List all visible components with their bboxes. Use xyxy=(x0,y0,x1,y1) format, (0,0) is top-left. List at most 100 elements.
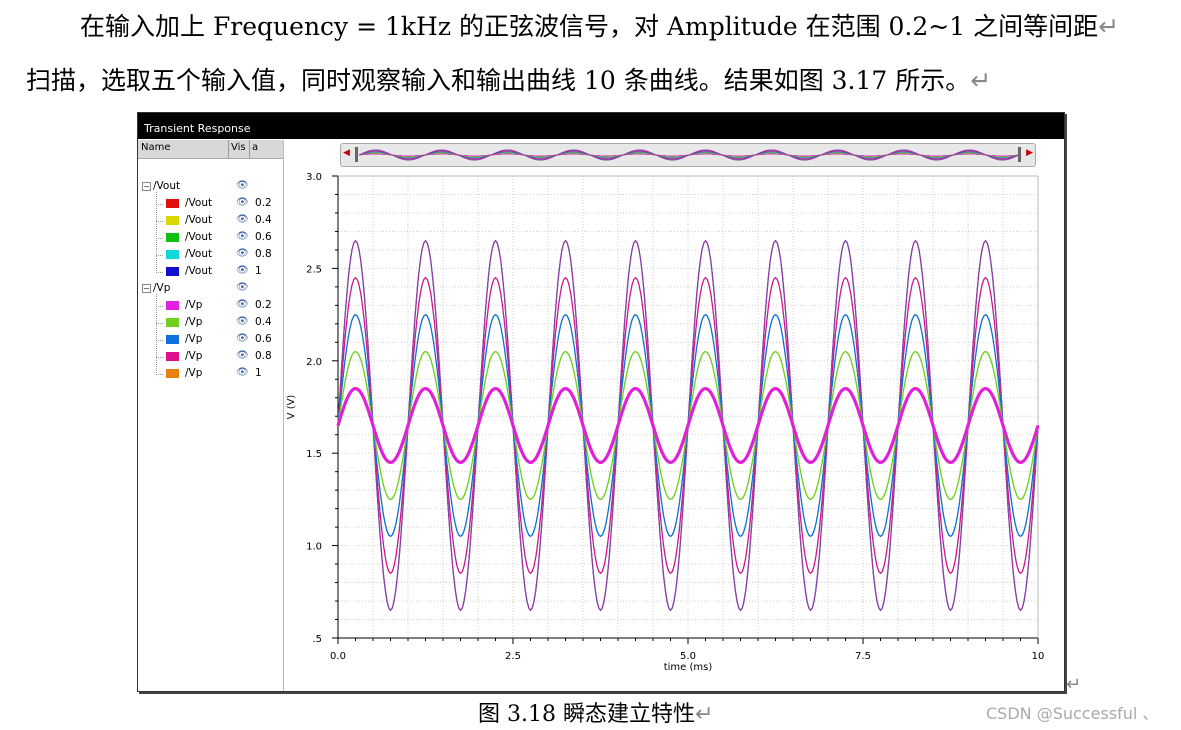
overview-scrollbar[interactable]: ◀ ▶ xyxy=(340,143,1036,167)
signal-label: /Vout xyxy=(185,214,213,226)
amplitude-value: 0.4 xyxy=(255,214,272,226)
signal-row[interactable]: /Vout 👁 0.2 xyxy=(138,196,283,213)
amplitude-value: 0.4 xyxy=(255,316,272,328)
overview-waveform xyxy=(359,149,1019,161)
tree-connector xyxy=(156,294,157,375)
scroll-left-arrow-icon[interactable]: ◀ xyxy=(343,148,350,158)
amplitude-value: 1 xyxy=(255,367,262,379)
signal-group-label: /Vp xyxy=(153,282,171,294)
visibility-eye-icon[interactable]: 👁 xyxy=(236,350,249,361)
color-swatch[interactable] xyxy=(166,318,179,327)
paragraph-line-1: 在输入加上 Frequency = 1kHz 的正弦波信号，对 Amplitud… xyxy=(80,12,1120,41)
signal-group-vp[interactable]: −/Vp 👁 xyxy=(138,281,283,298)
signal-label: /Vout xyxy=(185,231,213,243)
scroll-handle-left[interactable] xyxy=(355,147,358,162)
signal-row[interactable]: /Vp 👁 0.4 xyxy=(138,315,283,332)
signal-row[interactable]: /Vp 👁 1 xyxy=(138,366,283,383)
window-title: Transient Response xyxy=(138,113,1064,139)
signal-row[interactable]: /Vp 👁 0.6 xyxy=(138,332,283,349)
x-tick-label: 7.5 xyxy=(855,651,871,662)
visibility-eye-icon[interactable]: 👁 xyxy=(236,248,249,259)
visibility-eye-icon[interactable]: 👁 xyxy=(236,214,249,225)
collapse-icon[interactable]: − xyxy=(142,182,151,191)
visibility-eye-icon[interactable]: 👁 xyxy=(236,197,249,208)
tree-connector xyxy=(156,323,163,324)
return-mark: ↵ xyxy=(1098,12,1120,41)
amplitude-value: 0.6 xyxy=(255,231,272,243)
panel-header: Name Vis a xyxy=(138,140,283,159)
amplitude-value: 0.8 xyxy=(255,248,272,260)
tree-connector xyxy=(156,272,163,273)
column-vis-header[interactable]: Vis xyxy=(231,142,246,153)
y-tick-label: 1.5 xyxy=(306,449,322,460)
signal-label: /Vp xyxy=(185,333,203,345)
y-axis-label: V (V) xyxy=(286,395,297,420)
color-swatch[interactable] xyxy=(166,250,179,259)
signal-row[interactable]: /Vp 👁 0.8 xyxy=(138,349,283,366)
plot-area: ◀ ▶ 0.0 2.5 5.0 7.5 10 .5 1.0 1.5 2.0 2.5 3.0 time … xyxy=(284,140,1064,691)
amplitude-value: 0.2 xyxy=(255,197,272,209)
overview-trace xyxy=(359,149,1019,161)
y-tick-label: 2.0 xyxy=(306,357,322,368)
signal-row[interactable]: /Vout 👁 0.6 xyxy=(138,230,283,247)
color-swatch[interactable] xyxy=(166,233,179,242)
x-tick-label: 5.0 xyxy=(680,651,696,662)
tree-connector xyxy=(156,221,163,222)
visibility-eye-icon[interactable]: 👁 xyxy=(236,367,249,378)
tree-connector xyxy=(156,374,163,375)
signal-group-vout[interactable]: −/Vout 👁 xyxy=(138,179,283,196)
collapse-icon[interactable]: − xyxy=(142,284,151,293)
y-tick-label: 1.0 xyxy=(306,542,322,553)
signal-row[interactable]: /Vp 👁 0.2 xyxy=(138,298,283,315)
visibility-eye-icon[interactable]: 👁 xyxy=(236,180,249,191)
color-swatch[interactable] xyxy=(166,369,179,378)
visibility-eye-icon[interactable]: 👁 xyxy=(236,231,249,242)
y-tick-label: 2.5 xyxy=(306,264,322,275)
color-swatch[interactable] xyxy=(166,352,179,361)
tree-connector xyxy=(156,255,163,256)
chart-svg[interactable]: 0.0 2.5 5.0 7.5 10 .5 1.0 1.5 2.0 2.5 3.0 time (ms)… xyxy=(284,140,1064,691)
signal-label: /Vp xyxy=(185,367,203,379)
return-mark: ↵ xyxy=(970,66,992,95)
return-mark: ↵ xyxy=(694,702,714,727)
scroll-right-arrow-icon[interactable]: ▶ xyxy=(1026,148,1033,158)
visibility-eye-icon[interactable]: 👁 xyxy=(236,282,249,293)
signal-row[interactable]: /Vout 👁 1 xyxy=(138,264,283,281)
signal-row[interactable]: /Vout 👁 0.8 xyxy=(138,247,283,264)
signal-label: /Vout xyxy=(185,248,213,260)
signal-label: /Vp xyxy=(185,316,203,328)
x-tick-label: 0.0 xyxy=(330,651,346,662)
amplitude-value: 0.6 xyxy=(255,333,272,345)
amplitude-value: 0.2 xyxy=(255,299,272,311)
y-tick-label: .5 xyxy=(312,634,322,645)
color-swatch[interactable] xyxy=(166,335,179,344)
amplitude-value: 1 xyxy=(255,265,262,277)
signal-row[interactable]: /Vout 👁 0.4 xyxy=(138,213,283,230)
scroll-handle-right[interactable] xyxy=(1018,147,1021,162)
visibility-eye-icon[interactable]: 👁 xyxy=(236,333,249,344)
visibility-eye-icon[interactable]: 👁 xyxy=(236,316,249,327)
signal-label: /Vout xyxy=(185,265,213,277)
visibility-eye-icon[interactable]: 👁 xyxy=(236,265,249,276)
column-divider[interactable] xyxy=(228,140,229,158)
tree-connector xyxy=(156,238,163,239)
color-swatch[interactable] xyxy=(166,216,179,225)
watermark: CSDN @Successful 、 xyxy=(986,704,1159,723)
column-divider[interactable] xyxy=(249,140,250,158)
series-line--vp-0-2 xyxy=(336,386,1040,464)
x-tick-label: 2.5 xyxy=(505,651,521,662)
column-a-header[interactable]: a xyxy=(252,142,259,153)
signal-label: /Vp xyxy=(185,299,203,311)
color-swatch[interactable] xyxy=(166,199,179,208)
y-tick-label: 3.0 xyxy=(306,172,322,183)
signal-group-label: /Vout xyxy=(153,180,181,192)
paragraph-line-2: 扫描，选取五个输入值，同时观察输入和输出曲线 10 条曲线。结果如图 3.17 … xyxy=(26,66,992,95)
visibility-eye-icon[interactable]: 👁 xyxy=(236,299,249,310)
color-swatch[interactable] xyxy=(166,301,179,310)
signal-label: /Vout xyxy=(185,197,213,209)
color-swatch[interactable] xyxy=(166,267,179,276)
tree-connector xyxy=(156,340,163,341)
tree-connector xyxy=(156,192,157,273)
column-name-header[interactable]: Name xyxy=(141,142,171,153)
tree-connector xyxy=(156,357,163,358)
